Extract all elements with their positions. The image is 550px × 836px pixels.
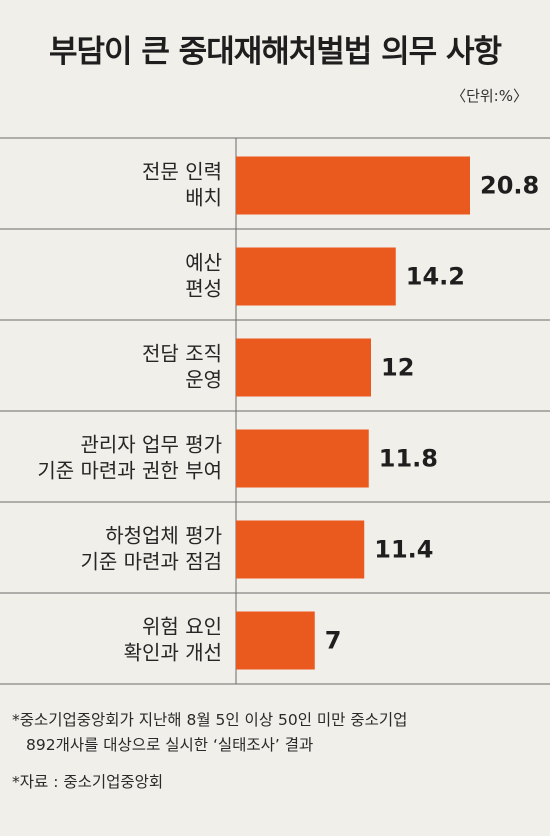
bar-chart: 전문 인력 배치 20.8 예산 편성 14.2 전담 조직 운영 12 관리자 업무 평가 기준 …: [0, 137, 550, 685]
bar: [236, 338, 371, 397]
bar: [236, 429, 369, 488]
footnote-survey-line1: *중소기업중앙회가 지난해 8월 5인 이상 50인 미만 중소기업: [12, 711, 408, 729]
footnote-source: *자료 : 중소기업중앙회: [12, 773, 164, 791]
footnote-survey-line2: 892개사를 대상으로 실시한 ‘실태조사’ 결과: [26, 736, 314, 754]
category-label: 예산 편성: [185, 251, 222, 301]
unit-label: 〈단위:%〉: [451, 87, 528, 105]
footnotes: *중소기업중앙회가 지난해 8월 5인 이상 50인 미만 중소기업 892개사…: [12, 708, 542, 795]
category-label: 관리자 업무 평가 기준 마련과 권한 부여: [37, 433, 222, 483]
category-label: 하청업체 평가 기준 마련과 점검: [80, 524, 222, 574]
bar: [236, 156, 470, 215]
bar: [236, 247, 396, 306]
category-label: 전문 인력 배치: [142, 160, 222, 210]
chart-title: 부담이 큰 중대재해처벌법 의무 사항: [49, 34, 502, 70]
value-label: 14.2: [406, 263, 465, 291]
value-label: 20.8: [480, 172, 539, 200]
value-label: 7: [325, 627, 342, 655]
value-label: 11.4: [374, 536, 433, 564]
value-label: 11.8: [379, 445, 438, 473]
value-label: 12: [381, 354, 414, 382]
bar: [236, 611, 315, 670]
category-label: 전담 조직 운영: [142, 342, 222, 392]
category-label: 위험 요인 확인과 개선: [124, 615, 222, 665]
bar: [236, 520, 365, 579]
